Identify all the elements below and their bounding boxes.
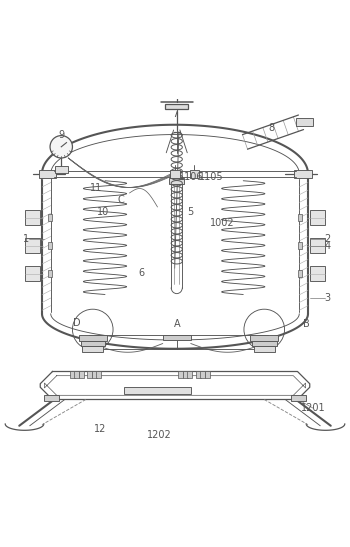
Bar [298,270,302,277]
Bar [200,371,205,378]
Bar [79,371,84,378]
Bar [74,371,79,378]
Bar [170,170,180,178]
Circle shape [50,136,72,158]
Bar [290,395,306,401]
Bar [92,371,97,378]
Bar [124,387,191,394]
Bar [79,335,107,341]
Bar [205,371,210,378]
Bar [55,166,68,173]
Bar [169,178,184,184]
Bar [310,266,325,281]
Bar [165,104,188,109]
Text: 9: 9 [58,130,64,140]
Text: A: A [174,319,180,329]
Text: C: C [117,195,124,205]
Text: 1202: 1202 [147,429,172,439]
Bar [80,341,105,346]
Bar [298,242,302,249]
Bar [296,118,313,126]
Text: 11: 11 [90,183,103,193]
Text: B: B [303,319,310,329]
Bar [96,371,101,378]
Bar [48,242,52,249]
Bar [252,341,276,346]
Bar [87,371,92,378]
Text: 8: 8 [268,123,274,133]
Bar [178,371,183,378]
Bar [310,238,325,253]
Text: 1106: 1106 [178,172,203,182]
Bar [187,371,192,378]
Text: 1201: 1201 [301,403,326,413]
Text: 4: 4 [324,241,330,251]
Text: D: D [73,317,81,328]
Bar [38,170,56,178]
Bar [70,371,75,378]
Bar [82,346,103,352]
Bar [196,371,201,378]
Bar [250,335,278,341]
Bar [25,238,40,253]
Bar [298,214,302,220]
Text: 6: 6 [139,269,145,278]
Bar [294,170,312,178]
Bar [48,270,52,277]
Bar [254,346,275,352]
Text: 10: 10 [97,207,109,217]
Text: 7: 7 [172,109,178,119]
Bar [25,210,40,225]
Bar [25,266,40,281]
Text: 1002: 1002 [210,218,235,228]
Text: 12: 12 [93,424,106,434]
Text: 3: 3 [324,293,330,303]
Text: 2: 2 [324,234,330,243]
Text: 5: 5 [188,207,194,217]
Bar [44,395,60,401]
Text: 1: 1 [23,234,29,243]
Bar [310,210,325,225]
Bar [183,371,188,378]
Bar [190,170,199,178]
Text: 1105: 1105 [199,172,224,182]
Bar [48,214,52,220]
Bar [163,335,191,340]
